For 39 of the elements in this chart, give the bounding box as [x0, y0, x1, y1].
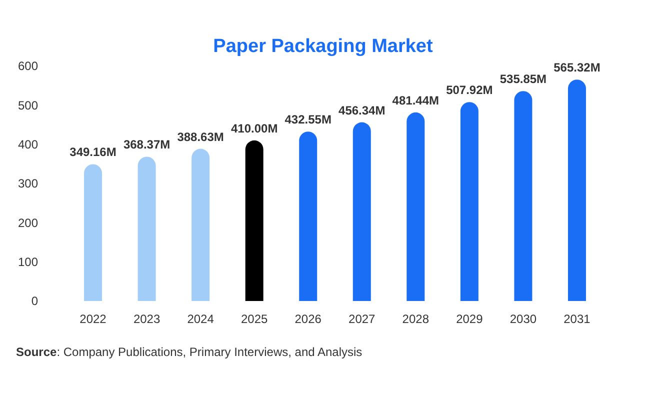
data-label: 481.44M: [392, 93, 440, 108]
bar: [245, 140, 264, 301]
data-label: 456.34M: [338, 103, 386, 118]
x-tick-label: 2022: [80, 312, 107, 326]
data-label: 368.37M: [123, 138, 170, 152]
bar: [84, 164, 102, 301]
y-tick-label: 200: [18, 216, 38, 230]
x-tick-label: 2023: [133, 312, 160, 326]
y-tick-label: 400: [18, 138, 38, 152]
data-label: 565.32M: [554, 60, 600, 75]
data-label: 349.16M: [70, 145, 116, 160]
y-tick-label: 500: [18, 98, 38, 112]
source-note: Source: Company Publications, Primary Interviews, and Analysis: [16, 345, 362, 359]
x-tick-label: 2026: [294, 312, 322, 326]
x-tick-label: 2025: [240, 312, 268, 326]
data-label: 388.63M: [177, 130, 224, 144]
x-tick-label: 2030: [510, 312, 537, 326]
bar: [138, 156, 156, 301]
y-tick-label: 100: [18, 255, 38, 270]
bar: [514, 91, 532, 301]
bar: [192, 148, 210, 301]
x-tick-label: 2029: [456, 312, 484, 326]
data-label: 432.55M: [284, 112, 332, 127]
bar: [352, 122, 371, 301]
x-tick-label: 2031: [564, 312, 591, 326]
data-label: 507.92M: [446, 83, 493, 98]
y-tick-label: 0: [31, 294, 38, 308]
y-tick-label: 300: [18, 176, 38, 191]
y-tick-label: 600: [18, 59, 38, 74]
x-tick-label: 2024: [187, 312, 214, 326]
bar: [460, 102, 478, 301]
bar: [406, 112, 425, 301]
chart-title: Paper Packaging Market: [213, 36, 434, 57]
bar: [568, 80, 586, 301]
data-label: 410.00M: [230, 121, 278, 136]
x-tick-label: 2027: [348, 312, 376, 326]
bar: [299, 132, 318, 301]
x-tick-label: 2028: [402, 312, 430, 326]
data-label: 535.85M: [500, 72, 547, 86]
